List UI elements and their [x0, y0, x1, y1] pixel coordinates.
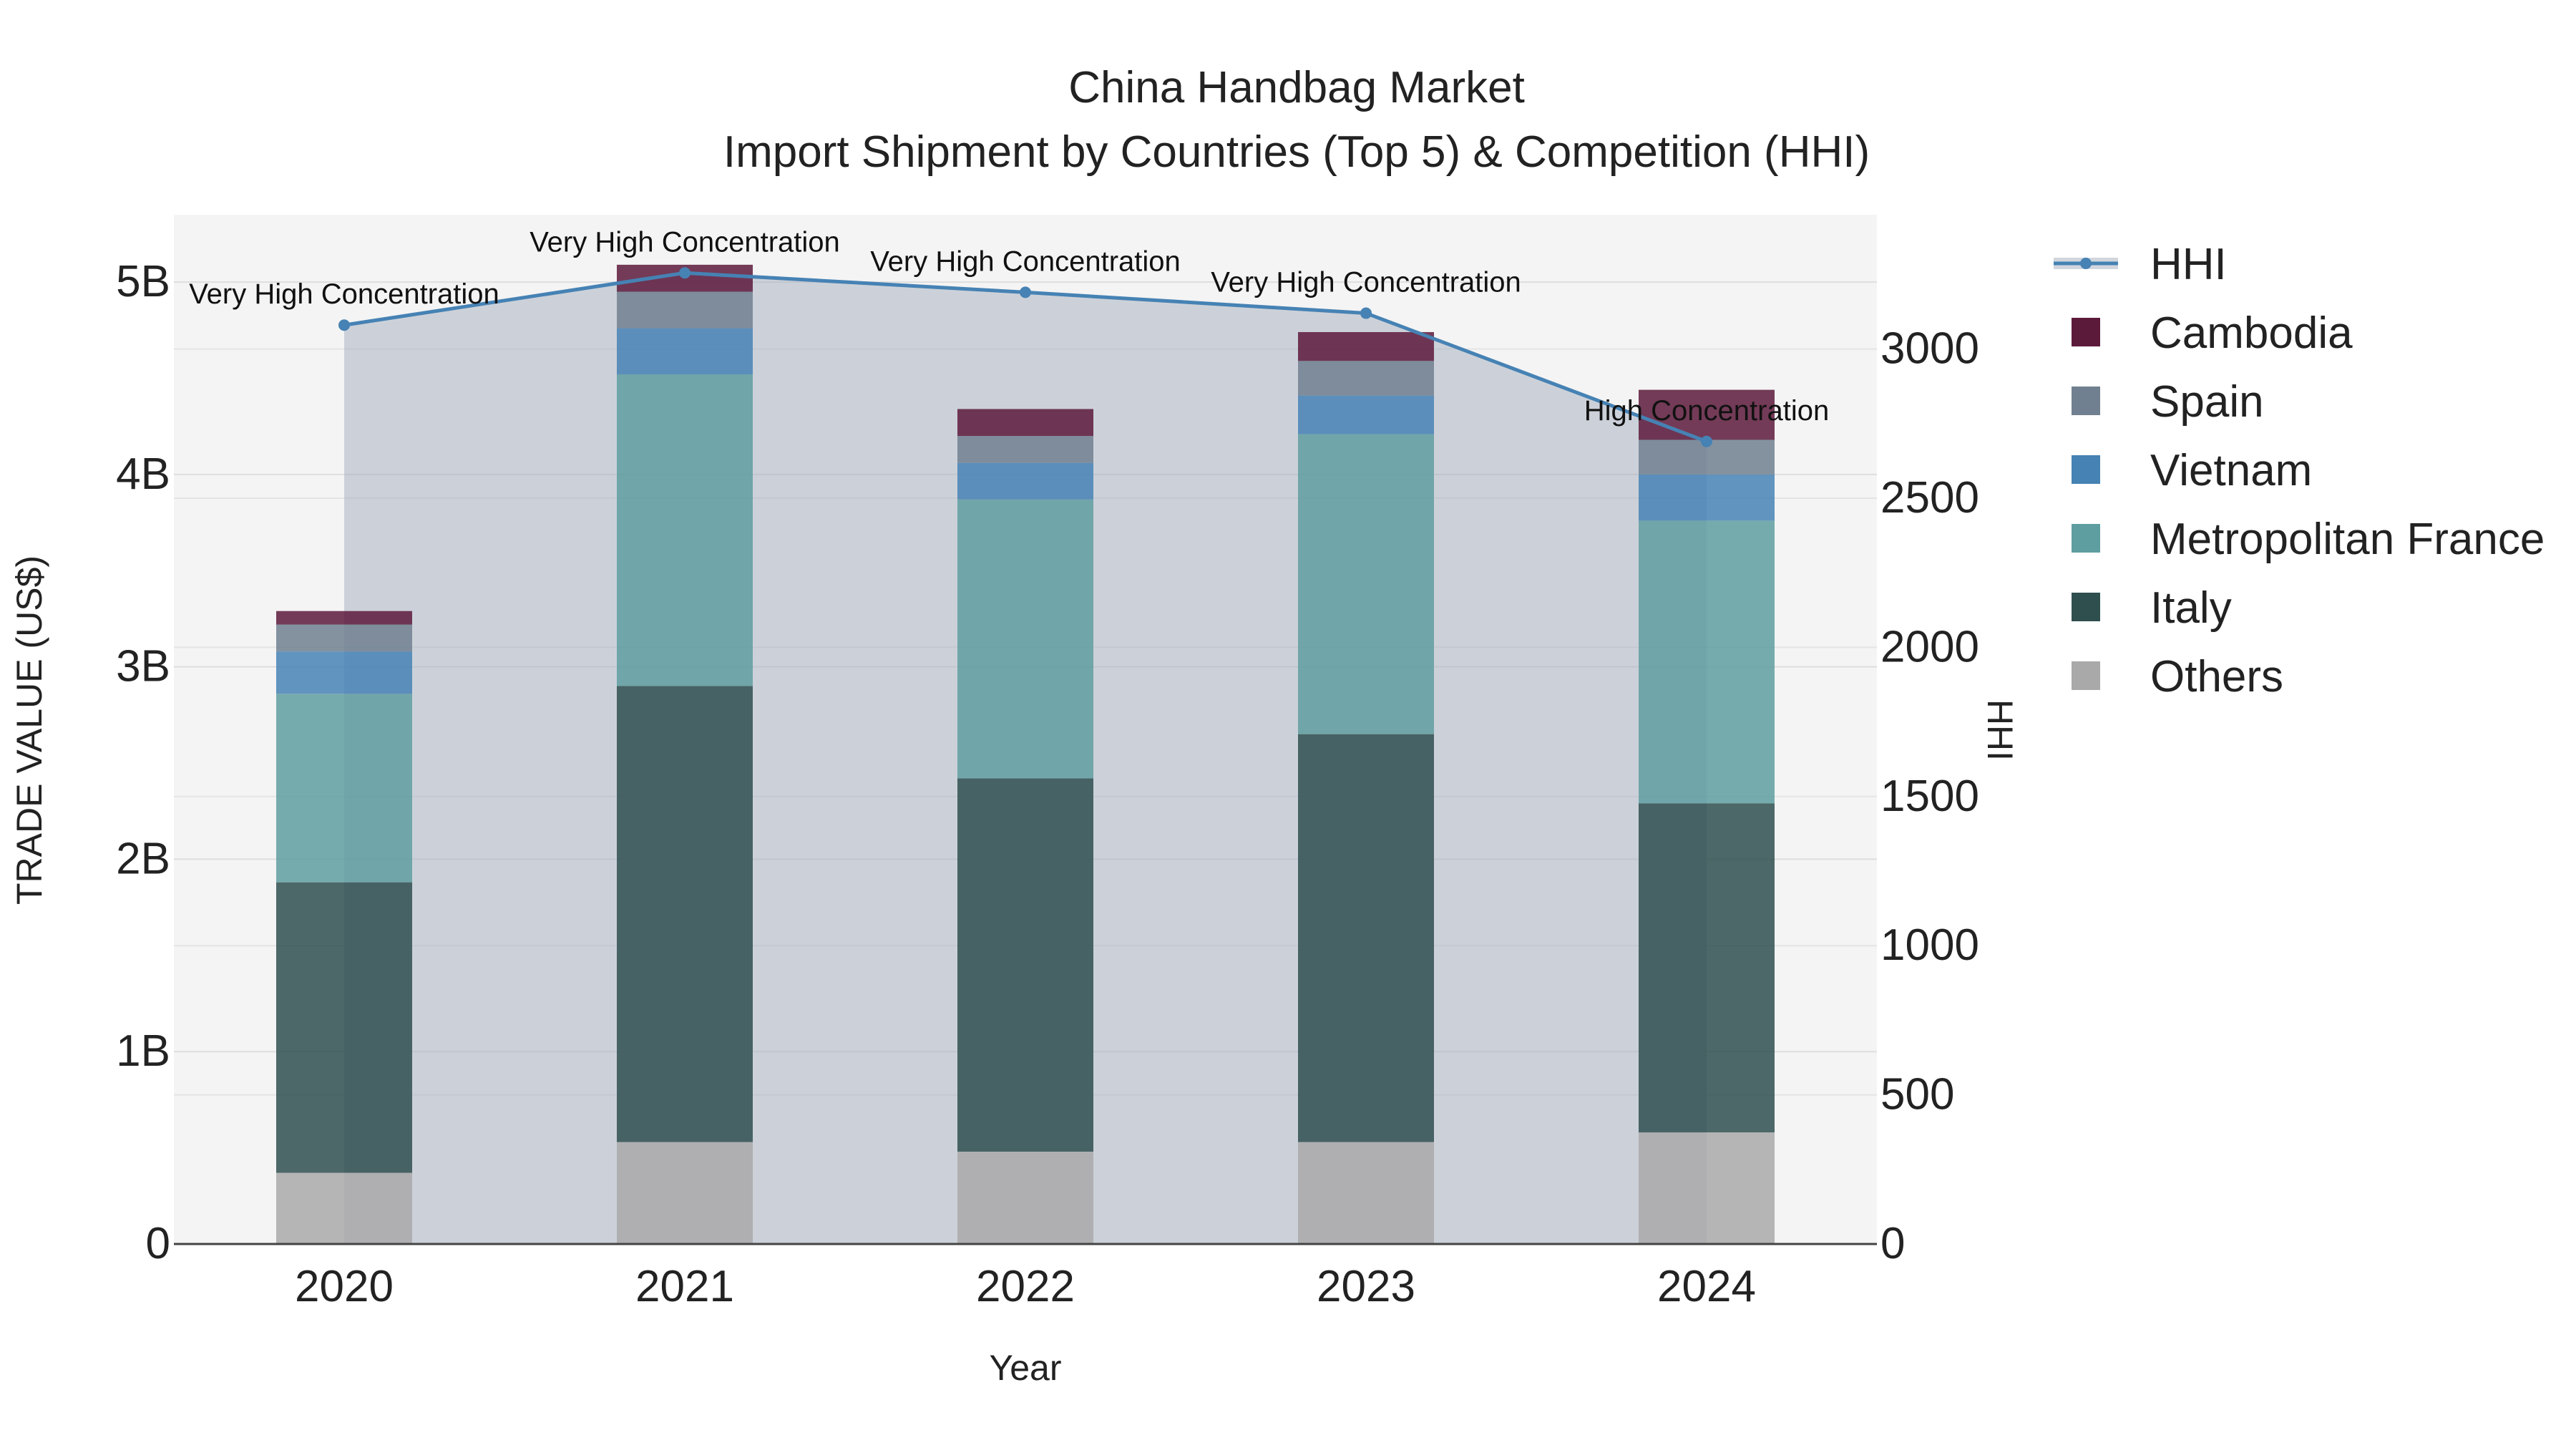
y-tick-label: 3B	[116, 642, 170, 691]
bar-others-2021	[617, 1142, 753, 1244]
x-tick-label: 2022	[976, 1262, 1075, 1311]
y-tick-label: 5B	[116, 257, 170, 306]
bar-vietnam-2021	[617, 328, 753, 375]
bar-cambodia-2020	[276, 611, 412, 625]
y2-axis-title: HHI	[1980, 699, 2020, 761]
hhi-point-2022	[1020, 286, 1031, 298]
bar-metropolitan-france-2020	[276, 694, 412, 883]
legend-swatch-italy	[2072, 593, 2100, 621]
hhi-annotation-2023: Very High Concentration	[1211, 267, 1521, 298]
legend-label-italy: Italy	[2150, 583, 2232, 633]
legend-label-hhi: HHI	[2150, 240, 2227, 289]
bar-metropolitan-france-2022	[957, 499, 1093, 779]
y-tick-label: 2B	[116, 834, 170, 883]
y2-tick-label: 1500	[1880, 772, 1979, 821]
hhi-annotation-2020: Very High Concentration	[189, 278, 499, 310]
bar-metropolitan-france-2021	[617, 374, 753, 686]
y2-tick-label: 2000	[1880, 622, 1979, 671]
bar-cambodia-2023	[1298, 331, 1434, 361]
bar-italy-2023	[1298, 734, 1434, 1142]
bar-cambodia-2024	[1639, 389, 1775, 440]
bar-spain-2021	[617, 291, 753, 329]
hhi-point-2020	[338, 319, 350, 331]
bar-metropolitan-france-2023	[1298, 434, 1434, 734]
y2-tick-label: 1000	[1880, 920, 1979, 970]
hhi-annotation-2024: High Concentration	[1584, 395, 1829, 427]
hhi-line-group	[338, 267, 1712, 447]
x-tick-label: 2023	[1317, 1262, 1415, 1311]
annotations-group: Very High Concentration Very High Concent…	[189, 226, 1829, 426]
hhi-annotation-2022: Very High Concentration	[870, 246, 1181, 277]
bar-italy-2021	[617, 686, 753, 1142]
bar-others-2022	[957, 1151, 1093, 1244]
legend-label-cambodia: Cambodia	[2150, 308, 2353, 358]
bar-italy-2024	[1639, 803, 1775, 1133]
legend-swatch-vietnam	[2072, 455, 2100, 484]
legend-swatch-spain	[2072, 387, 2100, 415]
y2-tick-label: 2500	[1880, 473, 1979, 523]
bar-vietnam-2020	[276, 651, 412, 694]
legend-label-metropolitan-france: Metropolitan France	[2150, 515, 2545, 564]
legend-swatch-hhi-marker	[2080, 258, 2092, 269]
y-axis-title: TRADE VALUE (US$)	[9, 555, 49, 905]
bar-vietnam-2024	[1639, 474, 1775, 521]
y-tick-label: 0	[146, 1219, 170, 1268]
bar-vietnam-2022	[957, 462, 1093, 500]
legend-label-others: Others	[2150, 652, 2283, 701]
y-tick-label: 4B	[116, 449, 170, 499]
legend-swatch-metropolitan-france	[2072, 524, 2100, 553]
legend-swatch-cambodia	[2072, 318, 2100, 346]
legend-label-spain: Spain	[2150, 377, 2264, 427]
bar-cambodia-2022	[957, 409, 1093, 437]
chart-title: China Handbag Market	[1068, 63, 1525, 112]
bar-spain-2020	[276, 624, 412, 652]
bar-others-2020	[276, 1172, 412, 1244]
x-tick-label: 2020	[295, 1262, 394, 1311]
legend-swatch-others	[2072, 661, 2100, 690]
hhi-point-2021	[679, 267, 691, 279]
axes-group: 2020 2021 2022 2023 2024 0 1B 2B 3B 4B 5B 0 500 1000 1…	[116, 257, 1979, 1311]
y2-tick-label: 3000	[1880, 324, 1979, 374]
hhi-point-2024	[1701, 435, 1712, 447]
x-tick-label: 2021	[635, 1262, 734, 1311]
bar-italy-2022	[957, 778, 1093, 1152]
x-axis-title: Year	[989, 1348, 1061, 1388]
bars-group	[276, 264, 1775, 1244]
bar-others-2024	[1639, 1132, 1775, 1244]
bar-others-2023	[1298, 1142, 1434, 1244]
legend-label-vietnam: Vietnam	[2150, 446, 2312, 495]
bar-vietnam-2023	[1298, 395, 1434, 434]
x-tick-label: 2024	[1657, 1262, 1756, 1311]
bar-italy-2020	[276, 882, 412, 1173]
hhi-point-2023	[1360, 307, 1372, 319]
y2-tick-label: 0	[1880, 1219, 1905, 1268]
bar-spain-2023	[1298, 361, 1434, 396]
y-tick-label: 1B	[116, 1026, 170, 1076]
bar-spain-2022	[957, 436, 1093, 463]
y2-tick-label: 500	[1880, 1070, 1954, 1119]
chart-subtitle: Import Shipment by Countries (Top 5) & C…	[723, 127, 1870, 177]
hhi-annotation-2021: Very High Concentration	[530, 226, 840, 258]
bar-metropolitan-france-2024	[1639, 520, 1775, 804]
legend: HHI Cambodia Spain Vietnam Metropolitan Fran…	[2054, 240, 2545, 701]
